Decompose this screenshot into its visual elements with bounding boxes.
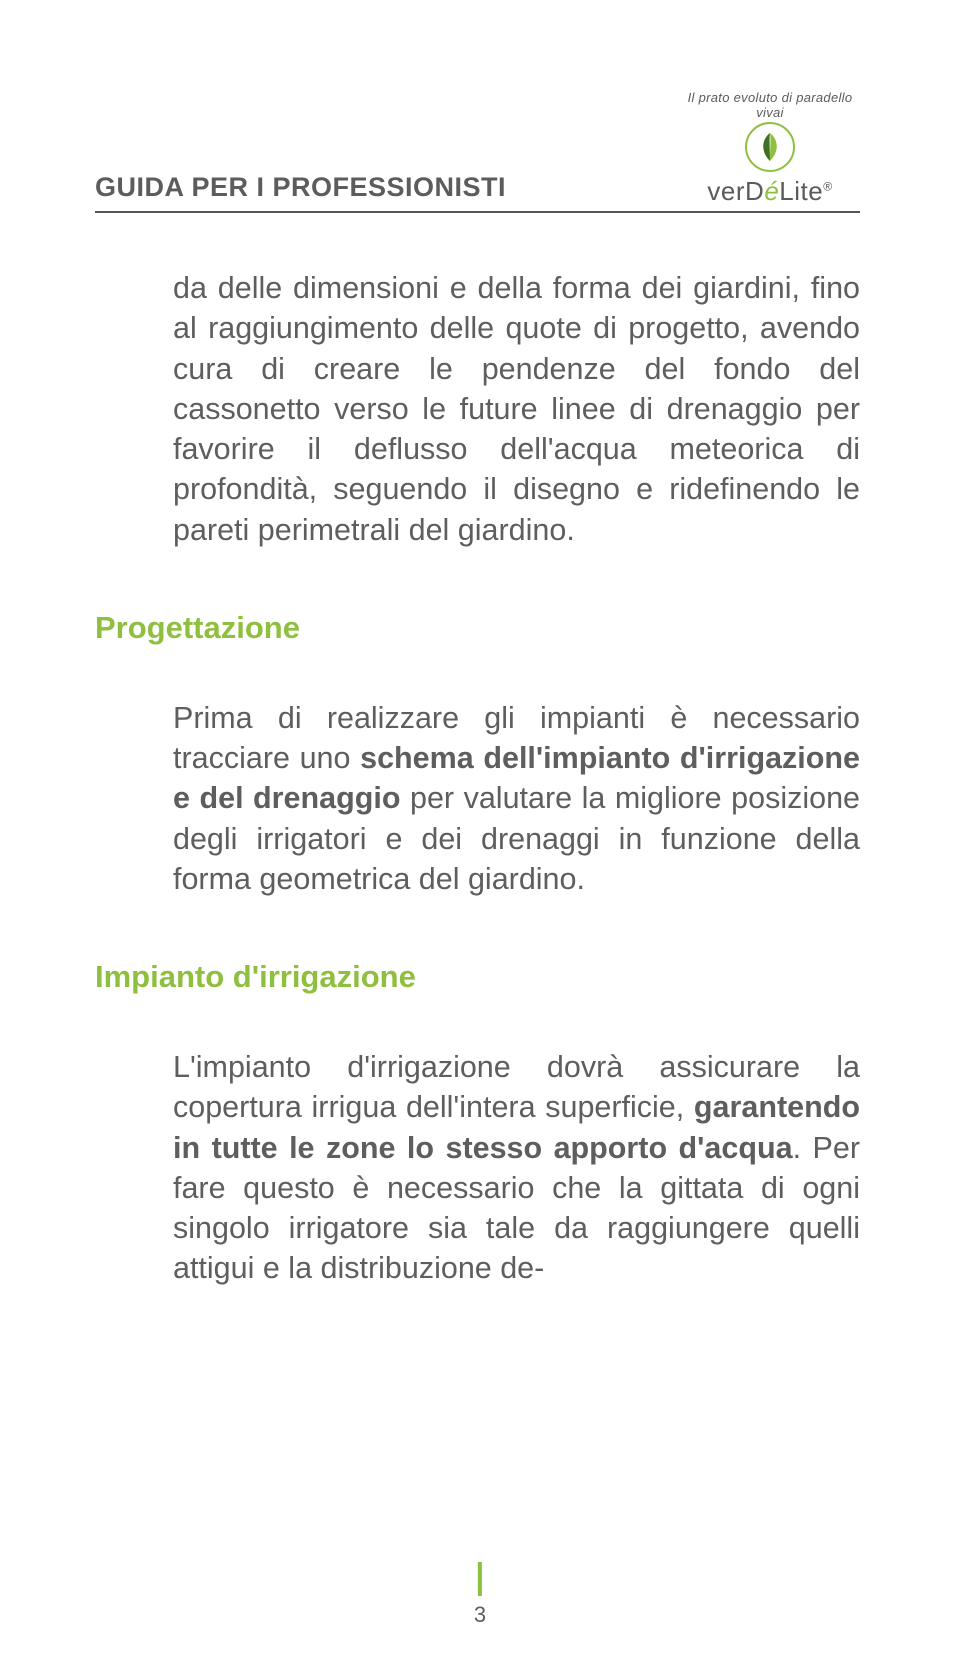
intro-block: da delle dimensioni e della forma dei gi… [95,268,860,550]
page-number: 3 [474,1562,486,1628]
section-paragraph: L'impianto d'irrigazione dovrà assicurar… [173,1047,860,1289]
leaf-icon [745,122,795,172]
section-heading: Progettazione [95,610,860,646]
logo-tagline: Il prato evoluto di paradello vivai [680,90,860,120]
logo-wordmark: verDéLite® [707,176,832,207]
page-header: GUIDA PER I PROFESSIONISTI Il prato evol… [95,90,860,213]
intro-paragraph: da delle dimensioni e della forma dei gi… [173,268,860,550]
header-title: GUIDA PER I PROFESSIONISTI [95,172,506,203]
section-heading: Impianto d'irrigazione [95,959,860,995]
brand-logo: Il prato evoluto di paradello vivai verD… [680,90,860,207]
logo-pre: verD [707,176,764,206]
section-progettazione: Progettazione Prima di realizzare gli im… [95,610,860,899]
page-number-ornament [478,1562,482,1596]
logo-post: Lite [779,176,823,206]
page-number-value: 3 [474,1602,486,1628]
document-page: GUIDA PER I PROFESSIONISTI Il prato evol… [0,0,960,1359]
logo-trademark: ® [823,179,832,193]
logo-accent: é [764,176,779,206]
section-paragraph: Prima di realizzare gli impianti è neces… [173,698,860,899]
section-impianto: Impianto d'irrigazione L'impianto d'irri… [95,959,860,1289]
